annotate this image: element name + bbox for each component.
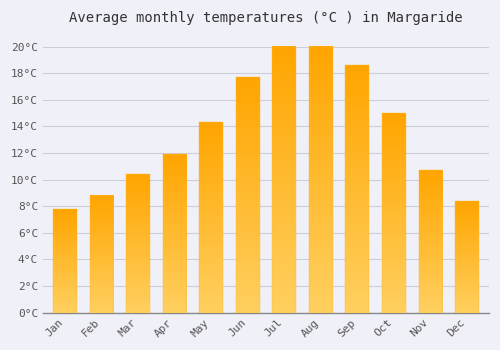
Title: Average monthly temperatures (°C ) in Margaride: Average monthly temperatures (°C ) in Ma… — [69, 11, 462, 25]
